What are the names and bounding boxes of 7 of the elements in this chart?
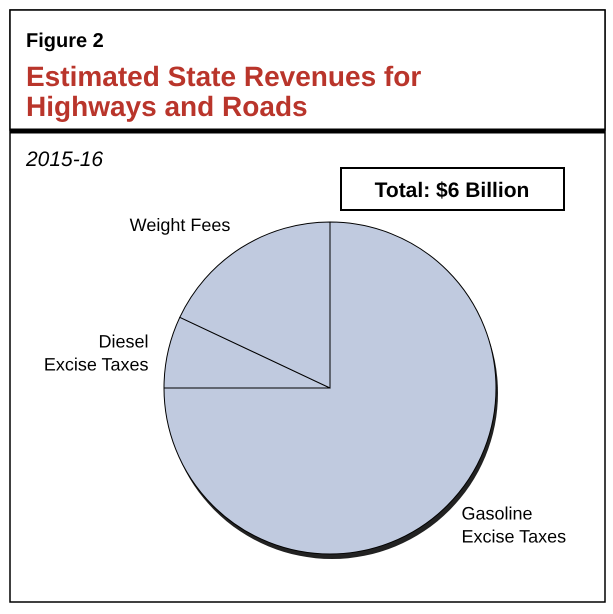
text: Total: $6 Billion — [374, 179, 530, 202]
caption: Figure 2 — [26, 30, 104, 52]
slice-label: Diesel Excise Taxes — [44, 331, 149, 374]
chart-title: Estimated State Revenues for Highways and Roads — [26, 61, 422, 122]
slice-label: Gasoline Excise Taxes — [461, 503, 566, 546]
slice-label: Weight Fees — [130, 215, 230, 236]
chart-subtitle: 2015-16 — [25, 148, 104, 171]
